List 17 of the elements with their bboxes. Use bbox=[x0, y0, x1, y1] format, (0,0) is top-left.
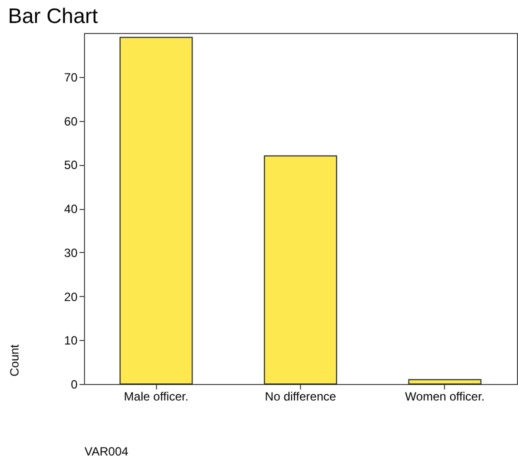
y-tick-label: 40 bbox=[64, 202, 78, 216]
y-tick-label: 60 bbox=[64, 114, 78, 128]
y-tick-label: 50 bbox=[64, 158, 78, 172]
y-tick-label: 0 bbox=[70, 378, 78, 392]
bar bbox=[120, 36, 193, 384]
y-axis-title: Count bbox=[8, 344, 22, 376]
y-tick-label: 20 bbox=[64, 290, 78, 304]
bar bbox=[264, 155, 338, 384]
chart-title: Bar Chart bbox=[8, 5, 98, 28]
x-tick-label: Women officer. bbox=[405, 390, 485, 404]
x-axis-title: VAR004 bbox=[84, 444, 129, 458]
x-tick-label: No difference bbox=[264, 390, 336, 404]
bar bbox=[408, 379, 482, 384]
y-tick-label: 70 bbox=[64, 70, 78, 84]
x-tick-label: Male officer. bbox=[124, 390, 188, 404]
y-tick-label: 10 bbox=[64, 334, 78, 348]
y-tick-label: 30 bbox=[64, 246, 78, 260]
